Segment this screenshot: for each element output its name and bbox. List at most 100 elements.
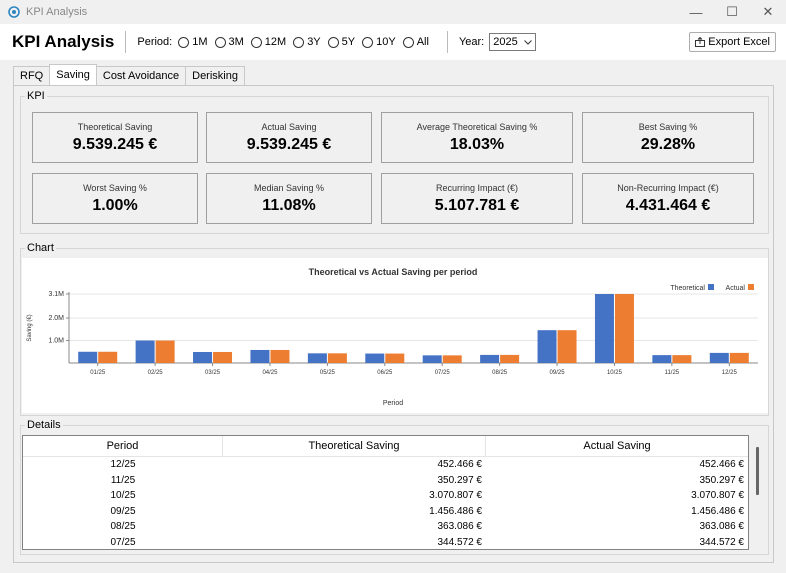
radio-label: All <box>416 36 429 48</box>
bar-actual <box>500 354 520 363</box>
minimize-button[interactable]: — <box>689 4 703 20</box>
cell-period: 08/25 <box>110 521 136 533</box>
y-tick-label: 2.0M <box>48 315 64 322</box>
bar-actual <box>327 353 347 363</box>
window-title: KPI Analysis <box>26 6 88 18</box>
table-row[interactable]: 11/25 350.297 € 350.297 € <box>23 473 748 489</box>
bar-theoretical <box>250 349 270 363</box>
y-tick-label: 1.0M <box>48 338 64 345</box>
bar-actual <box>270 349 290 363</box>
legend-label-theoretical: Theoretical <box>670 285 705 292</box>
column-header-theoretical-saving[interactable]: Theoretical Saving <box>223 436 486 456</box>
bar-actual <box>729 352 749 363</box>
period-radio-all[interactable]: All <box>402 36 429 48</box>
x-axis-label: Period <box>383 400 403 407</box>
divider <box>446 31 448 53</box>
kpi-card-actual-saving: Actual Saving 9.539.245 € <box>206 112 372 163</box>
bar-theoretical <box>709 352 729 363</box>
kpi-value: 9.539.245 € <box>246 136 332 153</box>
table-scrollbar[interactable] <box>752 435 764 550</box>
radio-circle-icon <box>327 36 339 48</box>
table-row[interactable]: 12/25 452.466 € 452.466 € <box>23 457 748 473</box>
maximize-button[interactable]: ☐ <box>726 4 738 19</box>
tab-saving[interactable]: Saving <box>49 64 97 85</box>
kpi-value: 29.28% <box>640 136 696 153</box>
bar-actual <box>155 340 175 363</box>
kpi-card-worst-saving: Worst Saving % 1.00% <box>32 173 198 224</box>
kpi-label: Median Saving % <box>253 183 325 193</box>
tab-rfq[interactable]: RFQ <box>13 66 51 85</box>
tab-bar: RFQ Saving Cost Avoidance Derisking <box>13 64 245 85</box>
kpi-card-theoretical-saving: Theoretical Saving 9.539.245 € <box>32 112 198 163</box>
radio-circle-icon <box>178 36 190 48</box>
radio-label: 10Y <box>376 36 396 48</box>
column-header-period[interactable]: Period <box>23 436 223 456</box>
divider <box>125 31 127 53</box>
bar-theoretical <box>135 340 155 363</box>
radio-label: 3Y <box>307 36 321 48</box>
radio-label: 12M <box>264 36 287 48</box>
bar-theoretical <box>365 353 385 363</box>
period-radio-3m[interactable]: 3M <box>214 36 244 48</box>
column-header-actual-saving[interactable]: Actual Saving <box>583 440 651 452</box>
period-label: Period: <box>137 36 173 48</box>
details-table: Period Theoretical Saving Actual Saving … <box>22 435 749 550</box>
legend-label-actual: Actual <box>726 285 746 292</box>
export-excel-button[interactable]: Export Excel <box>689 32 776 52</box>
table-row[interactable]: 10/25 3.070.807 € 3.070.807 € <box>23 488 748 504</box>
cell-period: 07/25 <box>110 536 136 548</box>
details-group: Details <box>20 419 769 555</box>
scrollbar-thumb[interactable] <box>756 447 759 495</box>
chart-group-title: Chart <box>25 242 56 254</box>
year-value: 2025 <box>493 36 518 48</box>
kpi-value: 18.03% <box>449 136 505 153</box>
saving-bar-chart: Theoretical vs Actual Saving per period … <box>27 267 758 407</box>
cell-period: 12/25 <box>110 459 136 471</box>
period-radio-1m[interactable]: 1M <box>178 36 208 48</box>
title-bar: KPI Analysis — ☐ ✕ <box>0 0 786 24</box>
close-button[interactable]: ✕ <box>762 4 774 19</box>
bar-actual <box>213 351 233 363</box>
bar-actual <box>442 355 462 363</box>
cell-actual-saving: 350.297 € <box>699 474 745 486</box>
legend-swatch-theoretical <box>708 284 714 290</box>
bar-theoretical <box>537 330 557 363</box>
bar-theoretical <box>422 355 442 363</box>
cell-theoretical-saving: 3.070.807 € <box>429 490 482 502</box>
x-tick-label: 09/25 <box>550 370 566 376</box>
cell-theoretical-saving: 344.572 € <box>437 536 483 548</box>
cell-actual-saving: 3.070.807 € <box>691 490 744 502</box>
radio-circle-icon <box>214 36 226 48</box>
bar-actual <box>672 355 692 363</box>
x-tick-label: 12/25 <box>722 370 738 376</box>
app-icon <box>8 6 20 18</box>
details-group-title: Details <box>25 419 63 431</box>
cell-period: 11/25 <box>110 474 136 486</box>
period-radio-3y[interactable]: 3Y <box>293 36 321 48</box>
tab-cost-avoidance[interactable]: Cost Avoidance <box>95 66 187 85</box>
bar-theoretical <box>307 353 327 363</box>
table-row[interactable]: 09/25 1.456.486 € 1.456.486 € <box>23 504 748 520</box>
table-row[interactable]: 07/25 344.572 € 344.572 € <box>23 535 748 550</box>
x-tick-label: 07/25 <box>435 370 451 376</box>
year-select[interactable]: 2025 <box>489 33 537 51</box>
x-tick-label: 02/25 <box>148 370 164 376</box>
period-radio-5y[interactable]: 5Y <box>327 36 355 48</box>
table-header: Period Theoretical Saving Actual Saving <box>23 436 748 457</box>
kpi-value: 5.107.781 € <box>434 197 520 214</box>
bar-actual <box>614 294 634 363</box>
kpi-label: Actual Saving <box>261 122 317 132</box>
x-tick-label: 01/25 <box>90 370 106 376</box>
radio-label: 1M <box>192 36 208 48</box>
x-tick-label: 04/25 <box>262 370 278 376</box>
table-row[interactable]: 08/25 363.086 € 363.086 € <box>23 519 748 535</box>
radio-circle-icon <box>362 36 374 48</box>
tab-derisking[interactable]: Derisking <box>185 66 245 85</box>
header-toolbar: KPI Analysis Period: 1M 3M 12M 3Y 5Y 10Y… <box>0 24 786 60</box>
x-tick-label: 03/25 <box>205 370 221 376</box>
period-radio-10y[interactable]: 10Y <box>362 36 396 48</box>
chart-container: Theoretical vs Actual Saving per period … <box>22 258 768 413</box>
period-radio-12m[interactable]: 12M <box>250 36 287 48</box>
bar-theoretical <box>652 355 672 363</box>
cell-theoretical-saving: 350.297 € <box>437 474 483 486</box>
